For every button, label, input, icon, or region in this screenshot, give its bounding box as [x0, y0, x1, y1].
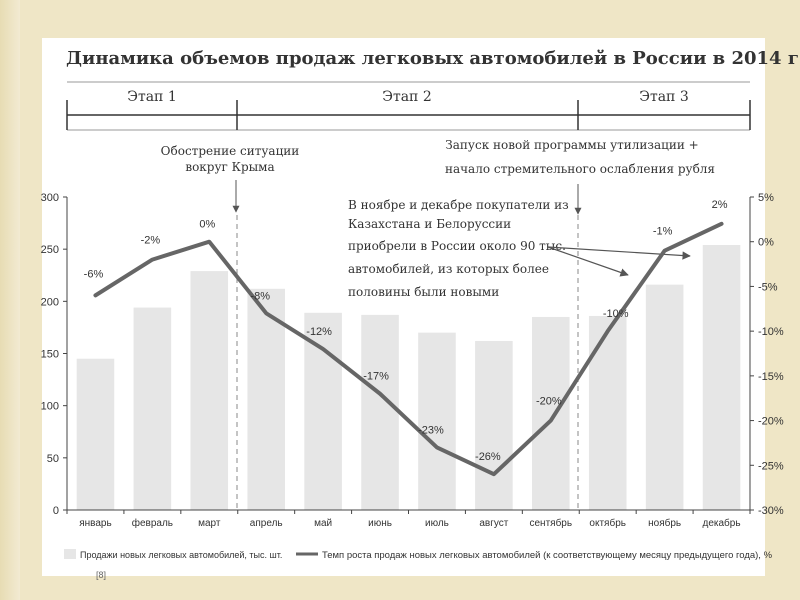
point-label: -26%: [475, 451, 501, 463]
svg-text:половины были новыми: половины были новыми: [348, 285, 499, 299]
point-label: -17%: [363, 371, 389, 383]
axes-layer: январь февраль март апрель май июнь июль август…: [41, 192, 784, 529]
line-layer: -6% -2% 0% -8% -12% -17% -23% -26% -20% -10% -1% 2%: [84, 199, 728, 477]
point-label: -23%: [418, 424, 444, 436]
y-left-tick-label: 200: [41, 296, 59, 308]
x-tick-label: июнь: [368, 518, 392, 529]
stage-2-label: Этап 2: [382, 89, 432, 105]
y-left-tick-label: 150: [41, 349, 59, 361]
bar-8: [475, 340, 513, 510]
legend-bars-label: Продажи новых легковых автомобилей, тыс.…: [80, 550, 282, 560]
y-left-tick-label: 300: [41, 192, 59, 204]
bar-2: [133, 307, 172, 510]
legend: Продажи новых легковых автомобилей, тыс.…: [64, 549, 772, 560]
y-right-tick-label: 0%: [758, 237, 774, 249]
svg-text:Казахстана и Белоруссии: Казахстана и Белоруссии: [348, 217, 511, 231]
svg-text:Запуск новой программы утилиза: Запуск новой программы утилизации +: [445, 138, 698, 152]
growth-rate-line: [93, 221, 724, 477]
legend-swatch-bars: [64, 549, 76, 559]
y-right-tick-label: -15%: [758, 371, 784, 383]
x-tick-label: октябрь: [589, 517, 626, 529]
x-tick-label: март: [198, 518, 221, 529]
x-tick-label: февраль: [132, 517, 173, 529]
svg-text:В ноябре и декабре покупатели: В ноябре и декабре покупатели из: [348, 198, 569, 212]
y-right-tick-label: -25%: [758, 460, 784, 472]
stage-1-label: Этап 1: [127, 89, 177, 105]
y-right-tick-label: -5%: [758, 281, 778, 293]
y-left-tick-label: 250: [41, 244, 59, 256]
point-label: 0%: [199, 219, 215, 231]
bar-12: [702, 244, 741, 510]
decorative-stripe: [0, 0, 20, 600]
bar-1: [76, 358, 115, 510]
bar-5: [304, 312, 342, 510]
x-tick-label: ноябрь: [648, 517, 681, 529]
x-tick-label: апрель: [250, 518, 283, 529]
x-tick-label: декабрь: [703, 517, 741, 529]
annotation-utilization: Запуск новой программы утилизации + нача…: [445, 138, 715, 215]
point-label: -20%: [536, 396, 562, 408]
y-right-tick-label: -30%: [758, 505, 784, 517]
svg-text:приобрели в России около 90 ты: приобрели в России около 90 тыс.: [348, 239, 566, 253]
x-tick-label: январь: [79, 518, 111, 529]
page-title: Динамика объемов продаж легковых автомоб…: [66, 48, 800, 69]
svg-text:начало стремительного ослаблен: начало стремительного ослабления рубля: [445, 162, 715, 176]
y-right-tick-label: -20%: [758, 416, 784, 428]
point-label: -1%: [653, 226, 673, 238]
point-label: -6%: [84, 268, 104, 280]
point-label: 2%: [712, 199, 728, 211]
x-tick-label: июль: [425, 518, 449, 529]
point-label: -12%: [306, 326, 332, 338]
footnote: [8]: [96, 570, 106, 580]
point-label: -2%: [141, 235, 161, 247]
x-tick-label: май: [314, 518, 332, 529]
legend-line-label: Темп роста продаж новых легковых автомоб…: [322, 550, 772, 560]
x-tick-label: сентябрь: [530, 517, 573, 529]
y-right-tick-label: -10%: [758, 326, 784, 338]
bar-6: [361, 314, 399, 510]
y-left-tick-label: 0: [53, 505, 59, 517]
point-label: -8%: [250, 290, 270, 302]
bar-7: [418, 332, 456, 510]
bar-3: [190, 271, 229, 510]
x-tick-label: август: [479, 518, 508, 529]
point-label: -10%: [603, 308, 629, 320]
stage-header: Этап 1 Этап 2 Этап 3: [66, 81, 751, 131]
stage-3-label: Этап 3: [639, 89, 689, 105]
annotation-crimea: Обострение ситуации вокруг Крыма: [161, 144, 300, 213]
bar-11: [645, 284, 684, 510]
y-left-tick-label: 100: [41, 401, 59, 413]
annotation-kazakhstan: В ноябре и декабре покупатели из Казахст…: [348, 198, 691, 299]
svg-text:вокруг Крыма: вокруг Крыма: [185, 160, 274, 174]
y-left-tick-label: 50: [47, 453, 59, 465]
bar-10: [588, 315, 627, 510]
bar-4: [247, 288, 285, 510]
bars-layer: [76, 244, 741, 510]
y-right-tick-label: 5%: [758, 192, 774, 204]
svg-text:Обострение ситуации: Обострение ситуации: [161, 144, 300, 158]
svg-text:автомобилей, из которых более: автомобилей, из которых более: [348, 262, 549, 276]
bar-9: [532, 316, 570, 510]
